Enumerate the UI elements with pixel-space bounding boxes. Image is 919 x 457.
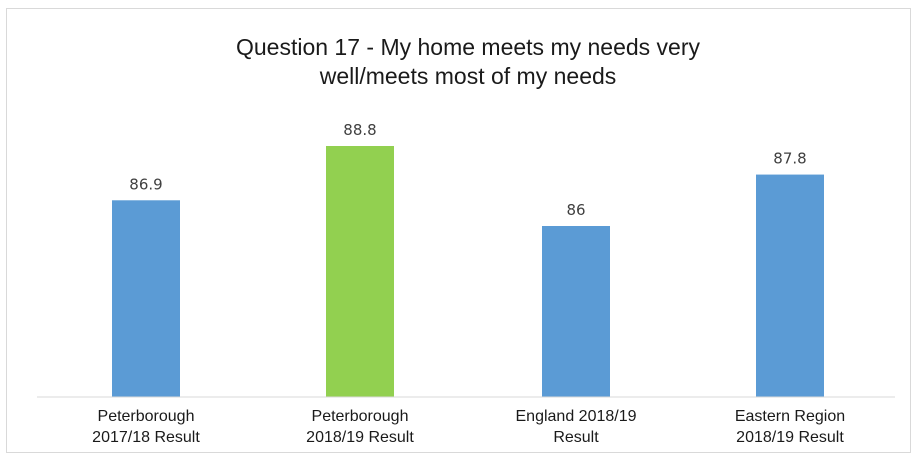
bar-value-label-2: 88.8 [343, 121, 376, 139]
bars: 86.9 88.8 86 87.8 [112, 121, 824, 397]
category-label-1-line-2: 2017/18 Result [92, 429, 200, 446]
category-label-2-line-1: Peterborough [312, 408, 409, 425]
chart-title-line-2: well/meets most of my needs [319, 63, 617, 89]
category-label-2-line-2: 2018/19 Result [306, 429, 414, 446]
category-labels: Peterborough 2017/18 Result Peterborough 20… [92, 408, 845, 446]
bar-value-label-1: 86.9 [129, 175, 162, 193]
chart-title-line-1: Question 17 - My home meets my needs ver… [236, 34, 701, 60]
category-label-4-line-1: Eastern Region [735, 408, 845, 425]
category-label-1-line-1: Peterborough [98, 408, 195, 425]
bar-2 [326, 146, 394, 397]
bar-value-label-4: 87.8 [773, 150, 806, 168]
category-label-3-line-1: England 2018/19 [516, 408, 637, 425]
bar-value-label-3: 86 [566, 201, 585, 219]
category-label-3-line-2: Result [553, 429, 599, 446]
category-label-4-line-2: 2018/19 Result [736, 429, 844, 446]
chart-title: Question 17 - My home meets my needs ver… [236, 34, 701, 89]
bar-4 [756, 174, 824, 397]
bar-1 [112, 200, 180, 397]
bar-3 [542, 226, 610, 397]
